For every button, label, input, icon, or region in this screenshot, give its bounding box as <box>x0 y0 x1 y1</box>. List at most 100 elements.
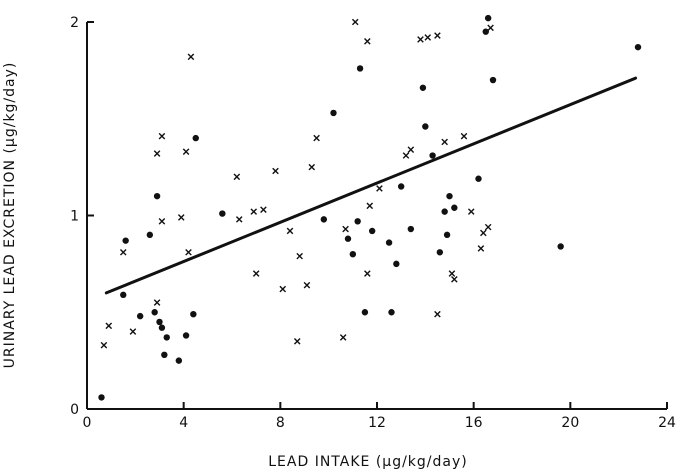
data-point-cross <box>484 223 492 231</box>
data-point-cross <box>182 148 190 155</box>
data-point-cross <box>441 138 448 146</box>
data-point-dot <box>120 291 127 299</box>
data-point-dot <box>436 249 444 256</box>
data-point-dot <box>443 231 451 239</box>
data-point-dot <box>397 183 405 190</box>
data-point-cross <box>460 132 468 140</box>
data-point-dot <box>634 43 642 51</box>
y-tick-label: 1 <box>70 209 79 225</box>
data-point-dot <box>441 208 448 215</box>
data-point-dot <box>344 235 352 242</box>
data-point-cross <box>100 341 108 349</box>
data-point-cross <box>286 227 294 235</box>
data-point-dot <box>385 239 393 246</box>
data-point-dot <box>356 65 364 72</box>
x-tick-label: 20 <box>561 415 579 431</box>
x-tick-label: 4 <box>179 415 188 431</box>
y-tick-label: 0 <box>70 402 79 418</box>
data-point-dot <box>349 251 357 258</box>
data-point-dot <box>393 260 400 268</box>
data-point-dot <box>156 318 163 326</box>
data-point-cross <box>402 152 410 159</box>
data-point-dot <box>446 192 453 200</box>
data-point-dot <box>151 309 158 316</box>
x-tick-label: 24 <box>658 415 676 431</box>
x-tick-label: 0 <box>83 415 92 431</box>
data-point-cross <box>434 310 441 318</box>
data-point-cross <box>477 245 485 252</box>
data-point-dot <box>489 76 497 84</box>
x-axis-title: LEAD INTAKE (µg/kg/day) <box>268 454 467 470</box>
data-point-dot <box>429 152 436 159</box>
data-point-dot <box>451 204 458 211</box>
y-axis-title: URINARY LEAD EXCRETION (µg/kg/day) <box>2 62 18 369</box>
data-point-cross <box>364 38 371 45</box>
data-point-dot <box>158 324 166 331</box>
data-point-cross <box>158 218 166 225</box>
data-point-cross <box>177 214 185 221</box>
data-point-cross <box>376 185 383 192</box>
x-tick-label: 8 <box>276 415 285 431</box>
data-point-dot <box>153 192 161 200</box>
data-point-cross <box>313 134 320 142</box>
data-point-dot <box>122 237 129 244</box>
data-point-dot <box>192 134 199 142</box>
y-axis-ticks: 0 1 2 <box>70 15 94 418</box>
data-point-dot <box>98 394 105 401</box>
data-point-dot <box>161 351 168 359</box>
data-point-dot <box>368 227 376 235</box>
data-point-cross <box>366 202 374 210</box>
data-point-cross <box>339 334 347 341</box>
x-tick-label: 16 <box>465 415 483 431</box>
data-point-cross <box>417 36 424 43</box>
data-point-cross <box>153 150 161 157</box>
data-point-dot <box>407 225 415 233</box>
data-point-cross <box>187 53 195 61</box>
data-point-dot <box>320 216 328 223</box>
data-point-cross <box>185 248 192 256</box>
data-point-cross <box>303 281 311 289</box>
data-point-cross <box>407 146 415 154</box>
data-point-cross <box>351 18 359 26</box>
data-point-cross <box>448 270 456 277</box>
data-point-cross <box>260 206 267 213</box>
data-point-cross <box>158 132 166 140</box>
data-point-dot <box>419 84 427 91</box>
data-point-cross <box>342 225 349 233</box>
data-point-cross <box>424 34 432 41</box>
data-point-dot <box>136 312 144 320</box>
data-point-dot <box>388 309 395 316</box>
data-point-cross <box>467 208 475 215</box>
data-point-cross <box>296 252 303 260</box>
x-axis-ticks: 0 4 8 12 16 20 24 <box>83 402 676 431</box>
data-point-dot <box>175 357 183 364</box>
data-point-cross <box>119 248 127 256</box>
data-point-dot <box>361 309 369 316</box>
data-point-cross <box>308 163 316 171</box>
data-point-cross <box>233 173 241 181</box>
data-point-dot <box>182 332 190 339</box>
data-point-cross <box>434 32 441 39</box>
data-point-dot <box>146 231 154 239</box>
data-point-dot <box>557 243 564 250</box>
data-point-cross <box>105 322 113 330</box>
data-point-cross <box>293 337 301 345</box>
data-point-cross <box>451 276 458 283</box>
data-point-dot <box>190 310 197 318</box>
data-point-dot <box>354 218 361 225</box>
data-point-cross <box>480 229 487 237</box>
data-point-dot <box>484 14 492 22</box>
data-point-cross <box>252 270 260 277</box>
data-point-cross <box>487 24 494 32</box>
x-tick-label: 12 <box>368 415 386 431</box>
data-point-cross <box>153 299 161 306</box>
data-point-cross <box>279 285 287 293</box>
data-point-dot <box>475 175 482 182</box>
data-point-cross <box>272 167 279 175</box>
data-point-cross <box>129 328 137 335</box>
plot-area: 0 4 8 12 16 20 24 0 12 <box>70 14 676 431</box>
data-point-cross <box>250 208 258 215</box>
data-point-cross <box>364 270 371 277</box>
data-point-dot <box>422 123 429 130</box>
